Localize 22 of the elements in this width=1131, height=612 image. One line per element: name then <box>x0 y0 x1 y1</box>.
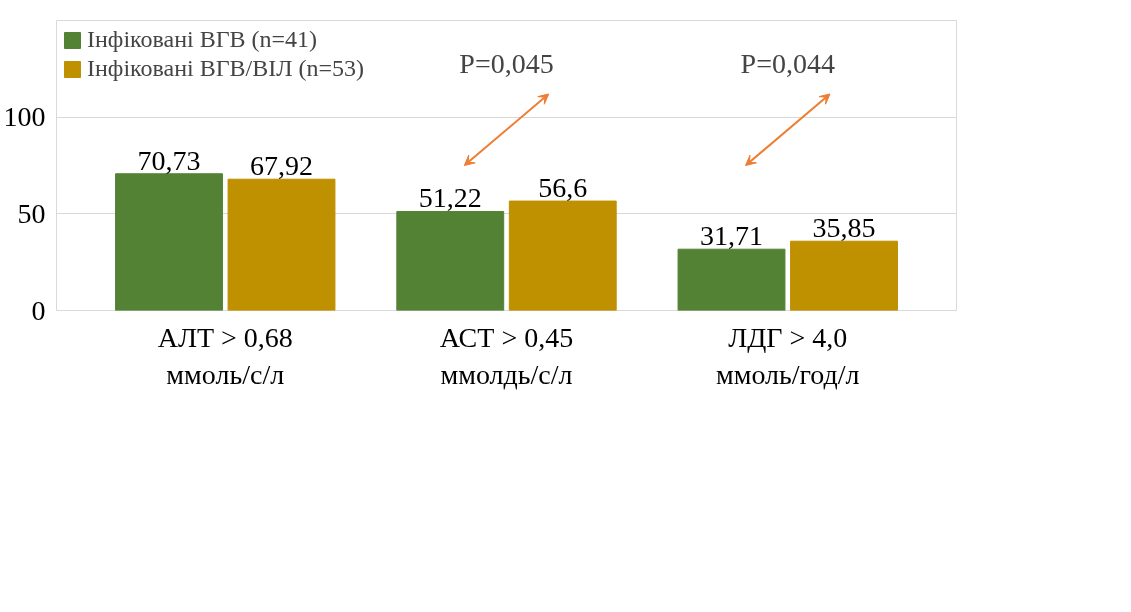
bar <box>508 200 617 311</box>
data-label: 51,22 <box>418 182 482 214</box>
data-label: 70,73 <box>137 144 201 176</box>
x-tick-label: АСТ > 0,45 ммолдь/с/л <box>439 321 574 390</box>
y-tick-label: 100 <box>3 101 46 133</box>
y-tick-label: 0 <box>31 294 46 326</box>
data-label: 35,85 <box>812 212 876 244</box>
data-label: 31,71 <box>700 220 763 252</box>
annotation: P=0,044 <box>740 47 835 79</box>
annotation: P=0,045 <box>459 47 554 79</box>
bar <box>227 178 336 311</box>
bar <box>396 210 505 311</box>
legend-label: Інфіковані ВГВ (n=41) <box>87 26 318 53</box>
x-tick-label: ЛДГ > 4,0 ммоль/год/л <box>715 321 860 390</box>
x-tick-label: АЛТ > 0,68 ммоль/с/л <box>157 321 293 390</box>
bar <box>677 248 786 311</box>
legend-label: Інфіковані ВГВ/ВІЛ (n=53) <box>87 55 365 82</box>
bar <box>790 240 898 311</box>
bar <box>115 173 223 311</box>
data-label: 56,6 <box>538 172 588 204</box>
data-label: 67,92 <box>250 150 313 182</box>
y-tick-label: 50 <box>17 197 46 229</box>
